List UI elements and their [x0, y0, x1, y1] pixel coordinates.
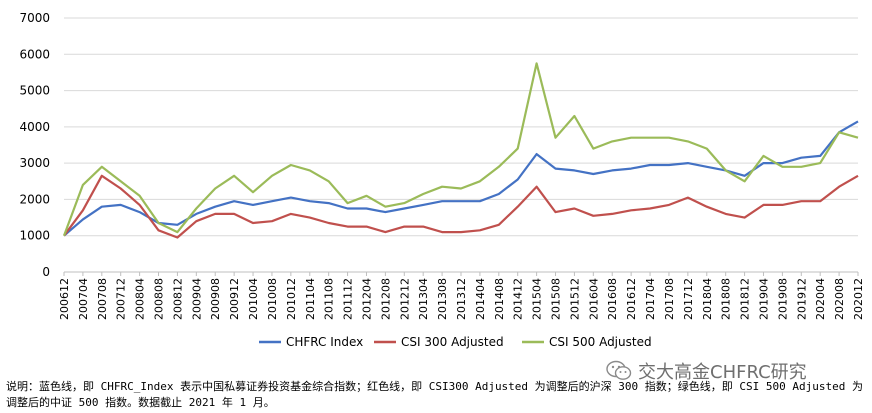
y-axis-ticks: 0 1000 2000 3000 4000 5000 6000 7000 [19, 11, 50, 279]
x-axis-ticks: 200612 200704 200708 200712 200804 200808 2008… [58, 272, 865, 320]
series-line-2 [62, 62, 859, 237]
x-tick-label: 201208 [379, 278, 392, 320]
x-tick-label: 201512 [568, 278, 581, 320]
x-tick-label: 200708 [96, 278, 109, 320]
legend-label-1: CSI 300 Adjusted [401, 335, 504, 349]
x-tick-label: 200908 [209, 278, 222, 320]
x-tick-label: 200712 [115, 278, 128, 320]
x-tick-label: 200904 [190, 278, 203, 320]
x-tick-label: 201312 [455, 278, 468, 320]
x-tick-label: 201812 [739, 278, 752, 320]
y-tick-label: 0 [42, 265, 50, 279]
x-tick-label: 201112 [342, 278, 355, 320]
y-tick-label: 1000 [19, 229, 50, 243]
x-tick-label: 200808 [153, 278, 166, 320]
x-tick-label: 200804 [134, 278, 147, 320]
x-tick-label: 201808 [720, 278, 733, 320]
x-tick-label: 201612 [625, 278, 638, 320]
gridlines [64, 17, 858, 237]
x-tick-label: 200912 [228, 278, 241, 320]
x-tick-label: 201604 [587, 278, 600, 320]
x-tick-label: 201408 [493, 278, 506, 320]
y-tick-label: 6000 [19, 47, 50, 61]
x-tick-label: 202012 [852, 278, 865, 320]
y-tick-label: 2000 [19, 192, 50, 206]
x-tick-label: 201212 [398, 278, 411, 320]
watermark-text: 交大高金CHFRC研究 [638, 362, 807, 383]
x-tick-label: 201712 [682, 278, 695, 320]
watermark: 交大高金CHFRC研究 [606, 357, 807, 385]
x-tick-label: 201908 [776, 278, 789, 320]
x-tick-label: 200812 [171, 278, 184, 320]
x-tick-label: 201804 [701, 278, 714, 320]
wechat-icon [606, 360, 632, 380]
y-tick-label: 5000 [19, 84, 50, 98]
x-tick-label: 201304 [417, 278, 430, 320]
x-tick-label: 200704 [77, 278, 90, 320]
y-tick-label: 7000 [19, 11, 50, 25]
x-tick-label: 202004 [814, 278, 827, 320]
series-lines [62, 62, 859, 239]
x-tick-label: 201504 [531, 278, 544, 320]
x-tick-label: 200612 [58, 278, 71, 320]
x-tick-label: 201708 [663, 278, 676, 320]
x-tick-label: 202008 [833, 278, 846, 320]
series-line-1 [63, 174, 859, 239]
x-tick-label: 201412 [512, 278, 525, 320]
x-tick-label: 201308 [436, 278, 449, 320]
x-tick-label: 201204 [360, 278, 373, 320]
legend: CHFRC Index CSI 300 Adjusted CSI 500 Adjus… [259, 335, 652, 349]
legend-label-0: CHFRC Index [286, 335, 363, 349]
x-tick-label: 201004 [247, 278, 260, 320]
x-tick-label: 201904 [757, 278, 770, 320]
y-tick-label: 3000 [19, 156, 50, 170]
legend-label-2: CSI 500 Adjusted [549, 335, 652, 349]
x-tick-label: 201912 [795, 278, 808, 320]
x-tick-label: 201404 [474, 278, 487, 320]
x-tick-label: 201704 [644, 278, 657, 320]
chart-caption: 说明：蓝色线，即 CHFRC_Index 表示中国私募证券投资基金综合指数；红色… [6, 380, 863, 409]
x-tick-label: 201108 [323, 278, 336, 320]
x-tick-label: 201008 [266, 278, 279, 320]
x-tick-label: 201012 [285, 278, 298, 320]
x-tick-label: 201608 [606, 278, 619, 320]
y-tick-label: 4000 [19, 120, 50, 134]
x-tick-label: 201508 [550, 278, 563, 320]
x-tick-label: 201104 [304, 278, 317, 320]
